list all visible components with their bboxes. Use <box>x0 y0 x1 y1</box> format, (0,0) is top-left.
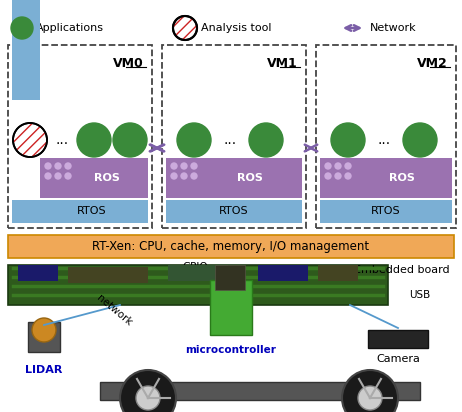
Text: RTOS: RTOS <box>371 206 401 216</box>
Text: ROS: ROS <box>94 173 120 183</box>
Circle shape <box>249 123 283 157</box>
Circle shape <box>65 173 71 179</box>
Bar <box>8 235 454 258</box>
Text: RTOS: RTOS <box>219 206 249 216</box>
Bar <box>100 382 420 400</box>
Text: VM1: VM1 <box>267 57 298 70</box>
Circle shape <box>331 123 365 157</box>
Circle shape <box>177 123 211 157</box>
Bar <box>40 158 148 198</box>
Bar <box>318 265 358 281</box>
Circle shape <box>13 123 47 157</box>
Text: USB: USB <box>409 290 431 300</box>
Circle shape <box>335 173 341 179</box>
Bar <box>166 158 302 198</box>
Circle shape <box>325 173 331 179</box>
Circle shape <box>77 123 111 157</box>
Bar <box>12 200 148 223</box>
Circle shape <box>113 123 147 157</box>
Polygon shape <box>110 390 410 400</box>
Text: Embedded board: Embedded board <box>354 265 450 275</box>
Text: network: network <box>95 293 134 328</box>
Circle shape <box>171 173 177 179</box>
Text: Analysis tool: Analysis tool <box>201 23 272 33</box>
Circle shape <box>191 163 197 169</box>
Circle shape <box>345 173 351 179</box>
Circle shape <box>65 163 71 169</box>
Bar <box>28 322 60 352</box>
Text: VM0: VM0 <box>113 57 144 70</box>
Circle shape <box>358 386 382 410</box>
Circle shape <box>342 370 398 412</box>
Bar <box>368 330 428 348</box>
Bar <box>320 200 452 223</box>
Circle shape <box>403 123 437 157</box>
Circle shape <box>345 163 351 169</box>
Text: RT-Xen: CPU, cache, memory, I/O management: RT-Xen: CPU, cache, memory, I/O manageme… <box>92 239 370 253</box>
Text: microcontroller: microcontroller <box>186 345 276 355</box>
Circle shape <box>45 173 51 179</box>
Circle shape <box>45 163 51 169</box>
Text: USB
GPIO: USB GPIO <box>182 250 208 272</box>
Bar <box>12 0 40 100</box>
Circle shape <box>325 163 331 169</box>
Circle shape <box>335 163 341 169</box>
Circle shape <box>181 173 187 179</box>
Text: ...: ... <box>377 133 390 147</box>
Bar <box>18 265 58 281</box>
Bar <box>215 265 245 290</box>
Circle shape <box>136 386 160 410</box>
Circle shape <box>171 163 177 169</box>
Bar <box>320 158 452 198</box>
Bar <box>8 45 152 228</box>
Circle shape <box>120 370 176 412</box>
Bar <box>166 200 302 223</box>
Text: ...: ... <box>55 133 68 147</box>
Bar <box>162 45 306 228</box>
Circle shape <box>181 163 187 169</box>
FancyBboxPatch shape <box>8 265 388 305</box>
Bar <box>316 45 456 228</box>
Text: Applications: Applications <box>36 23 104 33</box>
Text: ROS: ROS <box>389 173 415 183</box>
Text: RTOS: RTOS <box>77 206 107 216</box>
Text: Network: Network <box>370 23 417 33</box>
Bar <box>210 280 252 335</box>
Text: VM2: VM2 <box>417 57 448 70</box>
Text: LIDAR: LIDAR <box>25 365 63 375</box>
Text: ...: ... <box>224 133 237 147</box>
Circle shape <box>55 163 61 169</box>
Circle shape <box>191 173 197 179</box>
Circle shape <box>32 318 56 342</box>
Text: ROS: ROS <box>237 173 263 183</box>
Bar <box>168 265 228 281</box>
Circle shape <box>11 17 33 39</box>
Bar <box>68 267 148 283</box>
Text: Camera: Camera <box>376 354 420 364</box>
Bar <box>258 265 308 281</box>
Circle shape <box>173 16 197 40</box>
Circle shape <box>55 173 61 179</box>
